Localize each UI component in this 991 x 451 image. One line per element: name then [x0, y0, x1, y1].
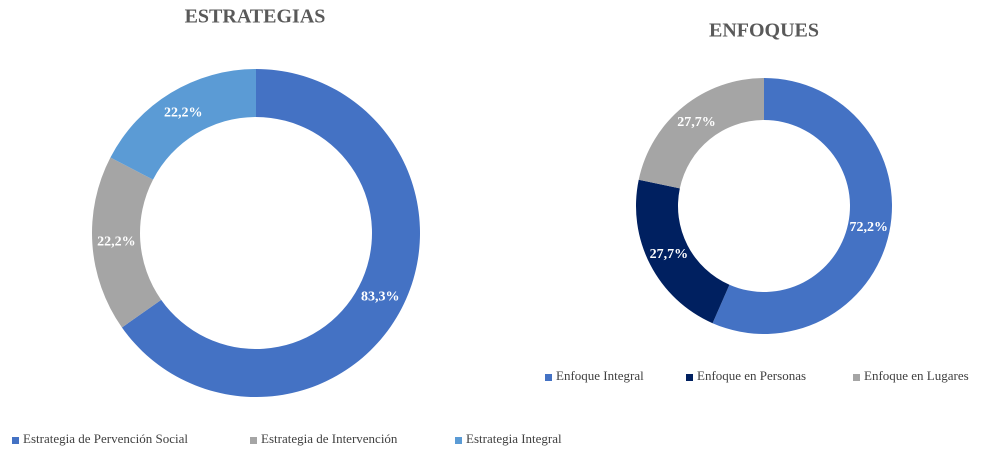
legend-label: Estrategia Integral: [466, 431, 562, 446]
legend-swatch: [455, 437, 462, 444]
legend-label: Estrategia de Pervención Social: [23, 431, 188, 446]
data-label: 83,3%: [361, 290, 400, 305]
donut-slice: [712, 78, 892, 334]
legend-swatch: [853, 374, 860, 381]
legend-swatch: [686, 374, 693, 381]
legend-label: Estrategia de Intervención: [261, 431, 398, 446]
data-label: 22,2%: [97, 235, 136, 250]
legend-swatch: [545, 374, 552, 381]
legend-label: Enfoque en Personas: [697, 368, 806, 383]
chart-title: ESTRATEGIAS: [185, 6, 326, 28]
data-label: 22,2%: [164, 106, 203, 121]
data-label: 27,7%: [650, 247, 689, 262]
donut-slice: [638, 78, 764, 189]
donut-slice: [110, 69, 256, 180]
data-label: 27,7%: [677, 115, 716, 130]
donut-slice: [92, 157, 162, 328]
donut-slice: [121, 69, 421, 397]
legend-swatch: [250, 437, 257, 444]
donut-slice: [636, 179, 730, 324]
legend-label: Enfoque en Lugares: [864, 368, 969, 383]
chart-title: ENFOQUES: [709, 20, 819, 42]
legend-swatch: [12, 437, 19, 444]
data-label: 72,2%: [849, 220, 888, 235]
legend-label: Enfoque Integral: [556, 368, 644, 383]
